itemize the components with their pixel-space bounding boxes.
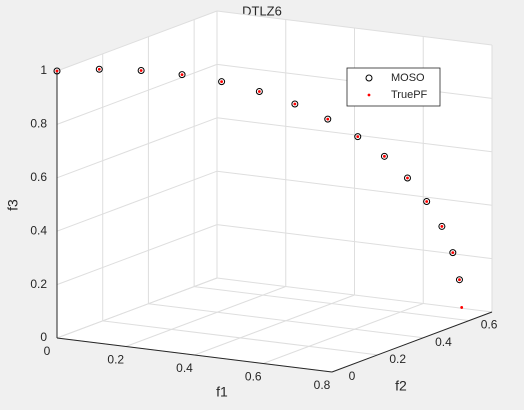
data-point [95, 65, 103, 73]
x-axis-label: f1 [216, 384, 228, 400]
grid-line [216, 10, 493, 46]
grid-line [216, 224, 493, 260]
y-axis-label: f2 [395, 378, 407, 394]
y-tick-label: 0.2 [389, 352, 406, 366]
legend-label: MOSO [391, 72, 425, 84]
grid-line [216, 170, 493, 206]
data-point [53, 67, 61, 75]
data-point [137, 66, 145, 74]
data-point [55, 69, 59, 73]
x-tick-label: 0 [44, 344, 51, 358]
data-point [293, 102, 297, 106]
data-point [180, 73, 184, 77]
grid-line [216, 277, 493, 313]
data-point [449, 249, 457, 257]
data-point [139, 69, 143, 72]
data-point [97, 67, 101, 71]
data-point [440, 225, 444, 228]
grid-line [102, 320, 378, 356]
legend-box [346, 67, 441, 107]
grid-line [56, 117, 218, 179]
data-point [354, 133, 362, 141]
grid-line [56, 277, 218, 339]
data-point [380, 152, 388, 160]
data-point [383, 154, 386, 158]
grid-line [194, 294, 355, 356]
data-point [220, 80, 223, 84]
data-point [291, 100, 299, 108]
legend-label: TruePF [391, 89, 428, 101]
z-axis-label: f3 [5, 199, 21, 211]
x-tick-label: 0.8 [314, 378, 331, 392]
data-point [326, 117, 330, 121]
grid-line [125, 286, 286, 347]
y-tick-label: 0.6 [481, 318, 498, 332]
x-axis [56, 337, 333, 373]
data-point [455, 276, 463, 284]
x-tick-label: 0.4 [176, 361, 193, 375]
grid-line [56, 170, 218, 232]
z-tick-label: 1 [40, 63, 47, 77]
data-point [406, 176, 409, 180]
data-point [451, 251, 455, 255]
y-axis [331, 311, 493, 373]
chart-title: DTLZ6 [242, 3, 282, 18]
data-point [423, 197, 431, 205]
x-tick-label: 0.6 [245, 370, 262, 384]
grid-line [56, 224, 218, 286]
data-point [257, 90, 261, 93]
data-point [438, 222, 446, 230]
grid-line [216, 117, 493, 153]
z-tick-label: 0.4 [30, 223, 47, 237]
data-point [255, 87, 263, 95]
data-point [218, 78, 226, 86]
grid-line [148, 303, 424, 339]
grid-line [56, 10, 218, 72]
grid-line [263, 303, 424, 364]
data-point [425, 200, 429, 203]
grid-line [194, 286, 470, 322]
z-tick-label: 0.6 [30, 170, 47, 184]
legend-marker [367, 93, 371, 97]
data-point [403, 174, 411, 182]
z-tick-label: 0.2 [30, 277, 47, 291]
legend-marker [365, 74, 373, 82]
data-point [324, 115, 332, 123]
data-point [178, 71, 186, 79]
back-wall [57, 11, 217, 338]
grid-line [56, 63, 218, 125]
z-tick-label: 0.8 [30, 117, 47, 131]
data-point [458, 278, 461, 282]
data-point [356, 135, 360, 139]
x-tick-label: 0.2 [107, 353, 124, 367]
y-tick-label: 0 [349, 369, 356, 383]
y-tick-label: 0.4 [435, 335, 452, 349]
data-point [460, 306, 464, 309]
z-tick-label: 0 [40, 330, 47, 344]
